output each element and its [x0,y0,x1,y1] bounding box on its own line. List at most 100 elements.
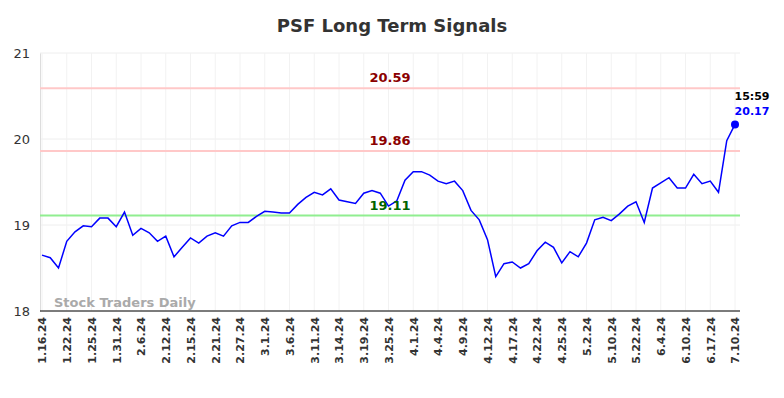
x-tick: 4.17.24 [507,311,520,364]
x-tick: 4.12.24 [482,311,495,364]
y-axis: 18 19 20 21 [13,46,40,319]
x-grid-line [487,53,488,311]
x-tick: 2.6.24 [135,311,148,356]
x-tick: 2.27.24 [234,311,247,364]
x-grid-line [339,53,340,311]
x-tick-label: 4.17.24 [507,317,520,364]
y-tick-label: 19 [13,218,30,233]
x-tick: 2.15.24 [185,311,198,364]
x-grid-line [586,53,587,311]
chart: PSF Long Term Signals 18 19 20 21 1.16.24 1.22… [0,0,784,398]
x-tick-label: 6.10.24 [680,317,693,364]
x-axis-line [40,311,740,312]
x-grid-line [611,53,612,311]
x-grid-line [388,53,389,311]
x-tick-label: 4.25.24 [556,317,569,364]
x-grid-line [685,53,686,311]
y-tick-label: 18 [13,304,30,319]
x-grid-line [116,53,117,311]
x-tick: 3.11.24 [309,311,322,364]
title: PSF Long Term Signals [277,15,507,36]
x-tick: 4.25.24 [556,311,569,364]
x-axis: 1.16.24 1.22.24 1.25.24 1.31.24 2.6.24 2.12.2… [36,311,742,364]
x-grid-line [462,53,463,311]
x-tick-label: 2.27.24 [234,317,247,364]
x-tick-label: 1.25.24 [86,317,99,364]
x-tick-label: 4.1.24 [408,317,421,356]
y-tick-label: 20 [13,132,30,147]
x-grid-line [363,53,364,311]
x-tick-label: 4.4.24 [432,317,445,356]
x-tick: 5.2.24 [581,311,594,356]
x-tick: 3.1.24 [259,311,272,356]
x-grid-line [141,53,142,311]
last-point [731,120,739,128]
x-tick-label: 2.21.24 [210,317,223,364]
y-axis-line [40,54,41,312]
y-tick: 20 [13,132,40,147]
x-tick: 3.19.24 [358,311,371,364]
x-tick: 5.10.24 [606,311,619,364]
price-line [42,124,735,276]
x-tick-label: 5.22.24 [630,317,643,364]
x-tick: 4.1.24 [408,311,421,356]
x-tick: 1.25.24 [86,311,99,364]
signal-label: 19.86 [369,133,410,148]
x-grid-line [66,53,67,311]
x-tick: 2.21.24 [210,311,223,364]
x-tick-label: 7.10.24 [729,317,742,364]
signal-label: 20.59 [369,70,410,85]
x-tick-label: 3.14.24 [333,317,346,364]
x-tick: 3.25.24 [383,311,396,364]
x-grid-line [636,53,637,311]
x-grid-line [289,53,290,311]
x-grid-line [165,53,166,311]
x-tick-label: 5.2.24 [581,317,594,356]
x-tick: 5.22.24 [630,311,643,364]
x-tick: 1.16.24 [36,311,49,364]
x-tick: 6.4.24 [655,311,668,356]
x-tick-label: 2.6.24 [135,317,148,356]
x-tick-label: 3.1.24 [259,317,272,356]
y-grid-line [40,225,740,226]
x-tick-label: 2.12.24 [160,317,173,364]
x-tick: 4.4.24 [432,311,445,356]
x-tick-label: 1.31.24 [111,317,124,364]
x-tick-label: 4.12.24 [482,317,495,364]
x-tick-label: 1.22.24 [61,317,74,364]
x-grid-line [413,53,414,311]
x-grid-line [561,53,562,311]
x-tick: 7.10.24 [729,311,742,364]
x-tick: 6.10.24 [680,311,693,364]
x-grid-line [537,53,538,311]
x-tick: 6.17.24 [705,311,718,364]
signal-line [40,215,740,217]
grid [40,53,740,311]
last-value: 20.17 [735,105,770,118]
watermark: Stock Traders Daily [54,295,196,310]
last-time: 15:59 [734,90,769,103]
y-tick-label: 21 [13,46,30,61]
y-grid-line [40,53,740,54]
x-tick-label: 6.17.24 [705,317,718,364]
signal-line [40,150,740,152]
plot [40,88,740,276]
x-tick-label: 3.6.24 [284,317,297,356]
x-grid-line [240,53,241,311]
x-grid-line [512,53,513,311]
x-tick: 4.9.24 [457,311,470,356]
signal-line [40,87,740,89]
x-tick-label: 1.16.24 [36,317,49,364]
x-tick: 1.22.24 [61,311,74,364]
x-tick-label: 4.22.24 [531,317,544,364]
x-tick: 1.31.24 [111,311,124,364]
x-tick-label: 3.25.24 [383,317,396,364]
y-tick: 21 [13,46,40,61]
y-grid-line [40,311,740,312]
x-tick-label: 6.4.24 [655,317,668,356]
y-tick: 18 [13,304,40,319]
x-tick: 4.22.24 [531,311,544,364]
x-tick-label: 3.19.24 [358,317,371,364]
x-grid-line [190,53,191,311]
x-tick-label: 4.9.24 [457,317,470,356]
